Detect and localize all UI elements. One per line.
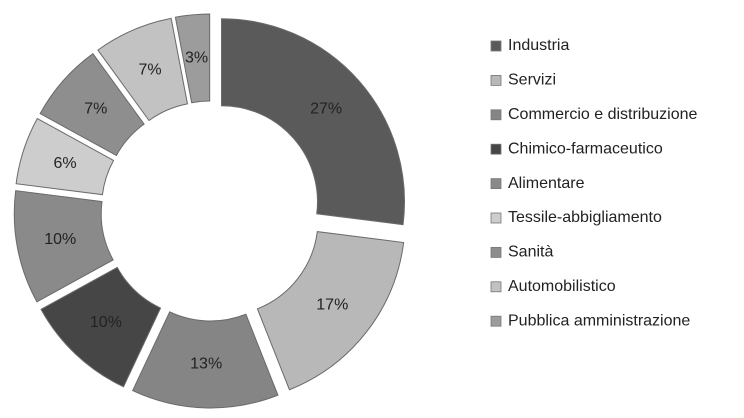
data-label: 10% (90, 314, 122, 331)
legend-label: Sanità (508, 244, 553, 261)
legend-swatch (490, 178, 502, 190)
data-label: 13% (190, 356, 222, 373)
legend-label: Pubblica amministrazione (508, 312, 690, 329)
legend-label: Industria (508, 37, 569, 54)
data-label: 17% (316, 296, 348, 313)
pie-segment (13, 190, 114, 303)
legend-label: Tessile-abbigliamento (508, 209, 662, 226)
pie-segment (256, 231, 405, 391)
pie-segment (39, 52, 145, 157)
pie-segment (131, 311, 279, 409)
legend-label: Commercio e distribuzione (508, 106, 698, 123)
legend-swatch (490, 143, 502, 155)
data-label: 10% (44, 231, 76, 248)
pie-segment (174, 13, 211, 104)
data-label: 7% (84, 101, 107, 118)
legend-swatch (490, 75, 502, 86)
legend-swatch (490, 109, 502, 121)
legend-label: Automobilistico (508, 278, 616, 295)
data-label: 27% (310, 101, 342, 118)
legend-swatch (490, 281, 502, 293)
legend-swatch (490, 212, 502, 224)
legend-label: Alimentare (508, 175, 585, 192)
data-label: 7% (138, 61, 161, 78)
legend-swatch (490, 40, 502, 52)
data-label: 6% (53, 155, 76, 172)
legend-swatch (490, 315, 502, 327)
data-label: 3% (185, 49, 208, 66)
legend-swatch (490, 246, 502, 258)
pie-segment (97, 17, 189, 122)
legend-label: Chimico-farmaceutico (508, 140, 663, 157)
pie-segment (40, 266, 162, 388)
pie-segment (221, 18, 406, 226)
pie-segment (15, 117, 115, 196)
legend-label: Servizi (508, 72, 556, 89)
